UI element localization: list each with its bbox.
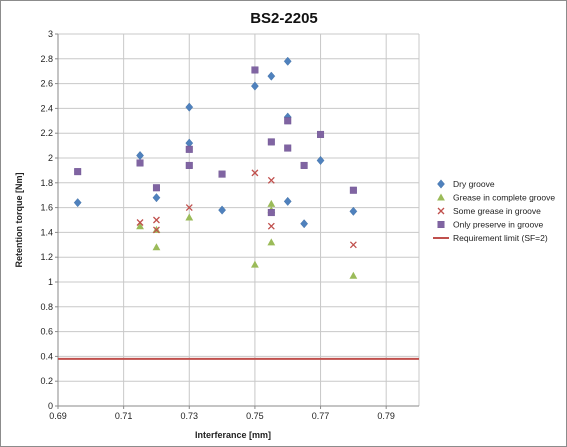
y-tick-label: 0 [48,401,53,411]
chart-title: BS2-2205 [250,10,318,27]
dry-groove-point [73,198,82,208]
some-grease-in-groove-point [267,222,275,230]
some-grease-in-groove-point [136,219,144,226]
y-tick-label: 0.2 [40,376,53,386]
data-points [73,56,358,279]
x-tick-label: 0.71 [115,411,133,421]
some-grease-in-groove-point [152,216,160,224]
y-tick-label: 1.4 [40,227,53,237]
only-preserve-in-groove-point [317,130,325,138]
y-tick-label: 1.8 [40,178,53,188]
dry-groove-point [349,206,358,216]
y-axis-title: Retention torque [Nm] [14,173,24,268]
dry-groove-point [185,102,194,112]
grid [58,33,420,406]
dry-groove-point [152,193,161,203]
only-preserve-in-groove-point [349,186,357,194]
legend-item-requirement-limit-sf-2: Requirement limit (SF=2) [433,233,548,243]
dry-groove-point [300,219,308,229]
dry-groove-point [218,205,226,215]
x-axis-title: Interferance [mm] [195,430,271,440]
grease-in-complete-groove-point [251,260,259,268]
only-preserve-in-groove-point [300,161,308,169]
only-preserve-in-groove-point [152,184,160,192]
series-some-grease-in-groove [136,169,357,249]
only-preserve-in-groove-point [185,145,193,153]
y-tick-label: 0.8 [40,302,53,312]
y-tick-label: 2 [48,153,53,163]
legend-item-dry-groove: Dry groove [437,179,495,189]
grease-in-complete-groove-point [185,213,194,221]
only-preserve-in-groove-point [267,138,275,146]
legend-label: Only preserve in groove [453,220,544,230]
x-tick-labels: 0.69 0.71 0.73 0.75 0.77 0.79 [49,411,395,421]
only-preserve-in-groove-point [284,144,292,152]
grease-in-complete-groove-point [267,199,276,207]
only-preserve-in-groove-point [251,66,259,74]
y-tick-labels: 0 0.2 0.4 0.6 0.8 1 1.2 1.4 1.6 1.8 2 2.2 2.4 2.6 2.8 3 [40,29,53,411]
dry-groove-point [316,155,325,165]
legend-item-only-preserve-in-groove: Only preserve in groove [437,220,544,230]
some-grease-in-groove-point [185,204,193,212]
legend-item-grease-in-complete-groove: Grease in complete groove [437,193,555,203]
dry-groove-point [251,81,259,91]
legend-label: Grease in complete groove [453,193,555,203]
legend-label: Requirement limit (SF=2) [453,233,548,243]
y-tick-label: 2.8 [40,54,53,64]
some-grease-in-groove-point [152,226,160,234]
dry-groove-point [283,56,292,66]
x-tick-label: 0.79 [377,411,395,421]
legend-swatch [437,207,445,215]
grease-in-complete-groove-point [136,222,144,230]
series-only-preserve-in-groove [74,66,357,217]
dry-groove-point [283,196,292,206]
grease-in-complete-groove-point [152,243,161,251]
y-tick-label: 1 [48,277,53,287]
some-grease-in-groove-point [349,241,357,249]
dry-groove-point [267,71,276,81]
legend-swatch [437,179,445,189]
only-preserve-in-groove-point [218,170,226,178]
y-tick-label: 2.4 [40,103,53,113]
y-tick-label: 3 [48,29,53,39]
only-preserve-in-groove-point [136,159,144,167]
y-tick-label: 0.6 [40,327,53,337]
only-preserve-in-groove-point [185,161,193,169]
grease-in-complete-groove-point [267,238,276,246]
only-preserve-in-groove-point [74,168,82,176]
y-tick-label: 0.4 [40,351,53,361]
x-tick-label: 0.73 [181,411,199,421]
y-tick-label: 1.6 [40,203,53,213]
grease-in-complete-groove-point [349,271,358,279]
x-tick-label: 0.69 [49,411,67,421]
x-tick-label: 0.77 [312,411,330,421]
legend-label: Some grease in groove [453,206,541,216]
axes [55,33,419,409]
legend-label: Dry groove [453,179,495,189]
series-dry-groove [73,56,358,229]
some-grease-in-groove-point [267,176,275,184]
y-tick-label: 1.2 [40,252,53,262]
only-preserve-in-groove-point [267,209,275,217]
legend: Dry groove Grease in complete groove Some … [433,179,555,243]
only-preserve-in-groove-point [284,117,292,125]
y-tick-label: 2.6 [40,79,53,89]
y-tick-label: 2.2 [40,128,53,138]
x-tick-label: 0.75 [246,411,264,421]
some-grease-in-groove-point [251,169,259,177]
legend-swatch [437,220,445,228]
legend-swatch [437,193,445,201]
series-grease-in-complete-groove [136,199,358,279]
legend-item-some-grease-in-groove: Some grease in groove [437,206,541,216]
